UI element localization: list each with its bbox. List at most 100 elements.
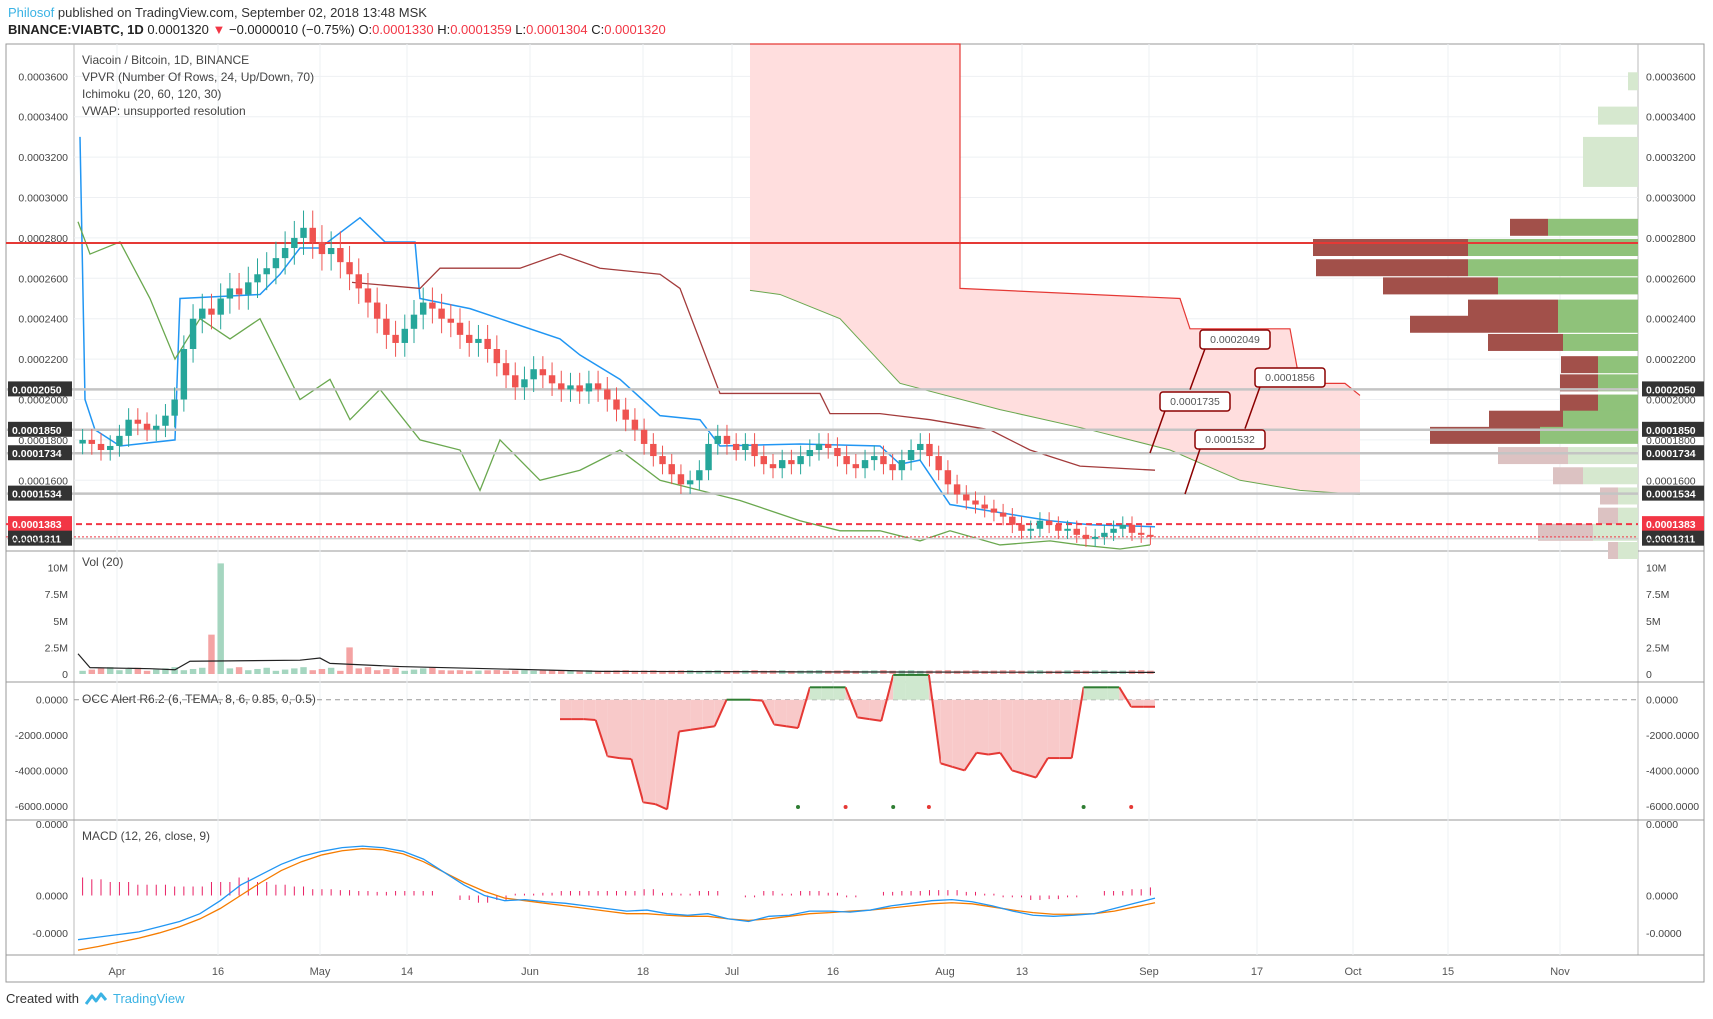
candle-body	[512, 375, 519, 388]
occ-signal-dot	[1129, 805, 1134, 809]
candle-body	[208, 308, 215, 315]
candle-body	[153, 425, 160, 430]
candle-body	[364, 288, 372, 303]
time-tick-label: 18	[637, 966, 649, 978]
price-tick-right: 0.0003200	[1646, 152, 1696, 164]
tradingview-logo-icon	[84, 992, 107, 1005]
occ-area-segment	[1036, 699, 1048, 778]
chart-header: Philosof published on TradingView.com, S…	[8, 4, 1708, 38]
occ-line-segment	[619, 757, 632, 760]
left-level-label: 0.0001311	[12, 534, 61, 546]
volume-bar	[465, 670, 473, 674]
low-value: 0.0001304	[526, 22, 588, 37]
low-label: L:	[515, 22, 527, 37]
senkou-span-b	[749, 289, 1361, 495]
candle-body	[456, 322, 464, 335]
candle-body	[935, 456, 942, 471]
occ-line-segment	[630, 758, 645, 803]
right-level-tag	[1642, 421, 1704, 437]
left-level-tag	[8, 516, 72, 532]
ichimoku-legend[interactable]: Ichimoku (20, 60, 120, 30)	[82, 87, 222, 101]
candle-body	[640, 429, 648, 444]
vpvr-up-bar	[1618, 507, 1638, 525]
volume-bar	[346, 647, 353, 674]
right-level-tag	[1642, 445, 1704, 461]
vpvr-down-bar	[1468, 299, 1558, 317]
candle-body	[355, 274, 362, 289]
price-tick-right: 0.0002400	[1646, 314, 1696, 326]
occ-tick-right: -2000.0000	[1646, 730, 1699, 742]
candle-body	[898, 460, 906, 471]
occ-line-segment	[678, 728, 692, 733]
candle-body	[475, 338, 482, 343]
candle-body	[1045, 520, 1053, 525]
volume-bar	[659, 670, 666, 674]
candle-body	[300, 227, 307, 238]
occ-line-segment	[880, 674, 895, 722]
callout-box	[1194, 429, 1266, 450]
time-tick-label: Jul	[725, 966, 739, 978]
macd-tick-left: -0.0000	[32, 928, 68, 940]
last-price: 0.0001320	[147, 22, 209, 37]
vpvr-down-bar	[1600, 487, 1618, 505]
author-link[interactable]: Philosof	[8, 5, 55, 20]
volume-legend[interactable]: Vol (20)	[82, 555, 124, 569]
price-tick-right: 0.0003000	[1646, 193, 1696, 205]
volume-bar	[291, 668, 298, 674]
left-level-tag	[8, 485, 72, 501]
vpvr-legend[interactable]: VPVR (Number Of Rows, 24, Up/Down, 70)	[82, 70, 315, 84]
occ-area-segment	[1107, 687, 1120, 700]
occ-area-segment	[1000, 699, 1013, 771]
candle-body	[723, 435, 731, 444]
callout-pointer	[1189, 345, 1207, 390]
occ-area-segment	[821, 687, 834, 700]
occ-line-segment	[702, 725, 715, 729]
occ-legend[interactable]: OCC Alert R6.2 (6, TEMA, 8, 6, 0.85, 0, …	[82, 692, 316, 706]
volume-bar	[401, 670, 409, 674]
candle-body	[1101, 532, 1108, 537]
candle-body	[1027, 528, 1034, 531]
candle-body	[521, 379, 528, 388]
volume-bar	[327, 667, 335, 674]
time-tick-label: 16	[212, 966, 224, 978]
occ-line-segment	[988, 751, 1001, 756]
volume-tick-right: 10M	[1646, 563, 1666, 575]
vpvr-up-bar	[1468, 239, 1638, 257]
occ-line-segment	[690, 727, 703, 731]
right-level-label: 0.0001850	[1646, 425, 1696, 437]
vwap-legend[interactable]: VWAP: unsupported resolution	[82, 104, 246, 118]
published-text: published on TradingView.com, September …	[57, 5, 427, 20]
callout-pointer	[1149, 407, 1167, 454]
left-level-tag	[8, 530, 72, 546]
volume-bar	[171, 667, 178, 674]
candle-body	[171, 399, 178, 416]
time-tick-label: Aug	[935, 966, 955, 978]
occ-line-segment	[643, 801, 656, 806]
candle-body	[1073, 528, 1080, 535]
price-tick-right: 0.0001600	[1646, 475, 1696, 487]
vpvr-down-bar	[1316, 259, 1468, 277]
candle-body	[696, 470, 703, 481]
macd-tick-left: 0.0000	[36, 819, 68, 831]
right-level-label: 0.0002050	[1646, 384, 1696, 396]
candle-body	[530, 369, 537, 380]
macd-line	[77, 845, 1156, 941]
time-tick-label: 15	[1442, 966, 1454, 978]
candle-body	[668, 464, 675, 475]
candle-body	[106, 445, 114, 451]
candle-body	[594, 383, 602, 390]
candle-body	[189, 318, 197, 350]
candle-body	[134, 419, 142, 424]
vpvr-down-bar	[1560, 394, 1598, 412]
created-with-text: Created with	[6, 991, 79, 1006]
occ-signal-dot	[926, 805, 931, 809]
occ-area-segment	[1083, 687, 1096, 700]
candle-body	[465, 334, 473, 343]
candle-body	[125, 419, 132, 436]
macd-legend[interactable]: MACD (12, 26, close, 9)	[82, 829, 211, 843]
tradingview-link[interactable]: TradingView	[112, 991, 185, 1006]
occ-area-segment	[1024, 699, 1036, 778]
vpvr-down-bar	[1598, 507, 1618, 525]
vpvr-down-bar	[1489, 410, 1563, 428]
